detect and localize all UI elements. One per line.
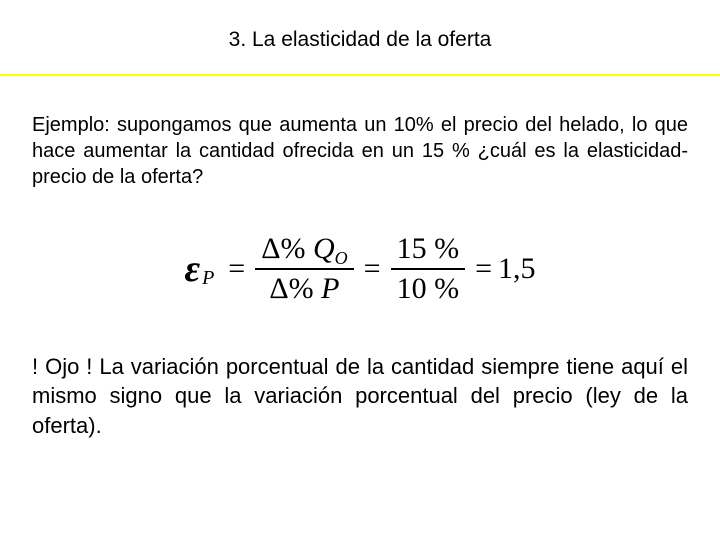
- slide-title: 3. La elasticidad de la oferta: [0, 28, 720, 52]
- var-q-sub: O: [335, 248, 348, 268]
- elasticity-formula: ε P = Δ% QO Δ% P = 15 % 10 % = 1: [184, 230, 535, 308]
- frac1-denominator: Δ% P: [263, 270, 345, 308]
- frac2-numerator: 15 %: [391, 230, 466, 268]
- equals-3: =: [475, 252, 492, 286]
- delta-p-prefix: Δ%: [269, 272, 313, 305]
- epsilon-symbol: ε: [184, 247, 200, 291]
- var-p: P: [321, 272, 339, 305]
- slide-container: 3. La elasticidad de la oferta Ejemplo: …: [0, 0, 720, 540]
- fraction-values: 15 % 10 %: [391, 230, 466, 308]
- frac1-numerator: Δ% QO: [255, 230, 353, 268]
- equals-2: =: [364, 252, 381, 286]
- epsilon-subscript: P: [202, 267, 214, 290]
- frac2-denominator: 10 %: [391, 270, 466, 308]
- note-paragraph: ! Ojo ! La variación porcentual de la ca…: [0, 352, 720, 441]
- var-q: Q: [313, 232, 335, 265]
- title-area: 3. La elasticidad de la oferta: [0, 0, 720, 74]
- equals-1: =: [228, 252, 245, 286]
- formula-result: 1,5: [498, 252, 536, 286]
- delta-qo-prefix: Δ%: [261, 232, 305, 265]
- fraction-delta: Δ% QO Δ% P: [255, 230, 353, 308]
- formula-container: ε P = Δ% QO Δ% P = 15 % 10 % = 1: [0, 190, 720, 352]
- example-paragraph: Ejemplo: supongamos que aumenta un 10% e…: [0, 76, 720, 190]
